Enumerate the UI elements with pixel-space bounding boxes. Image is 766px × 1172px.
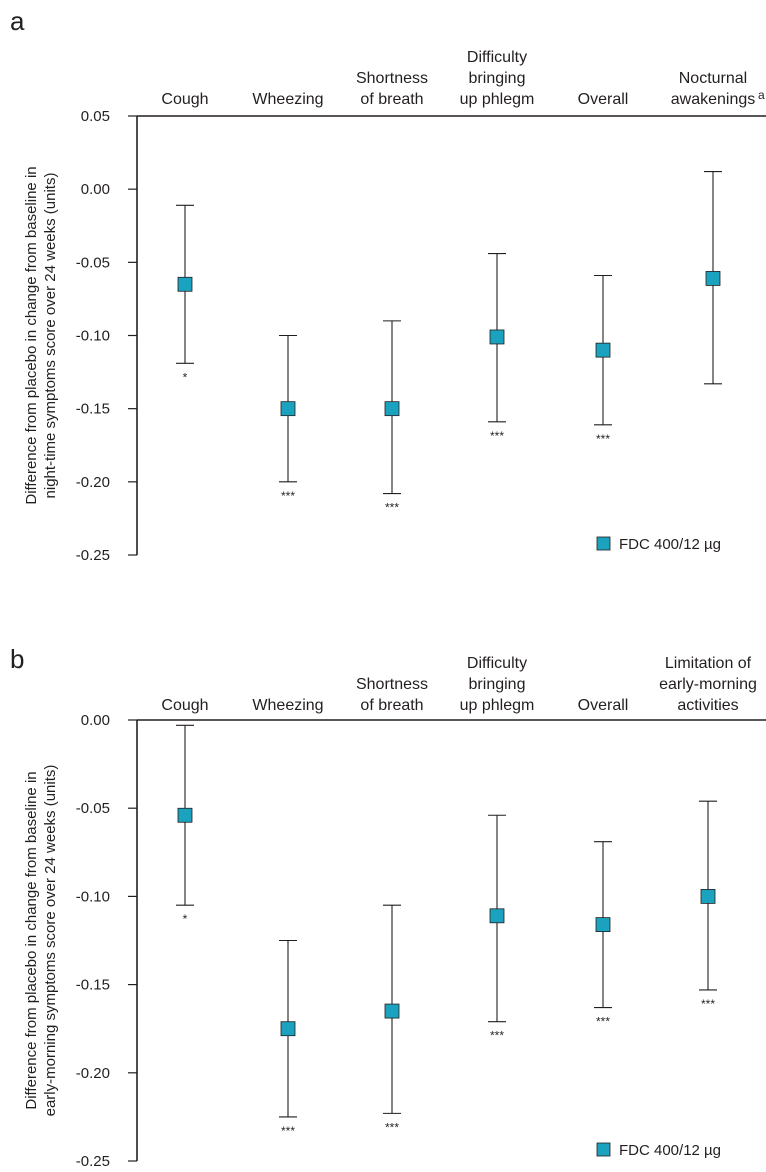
data-point <box>177 807 193 823</box>
legend-label: FDC 400/12 µg <box>619 536 721 553</box>
y-axis-label-line: Difference from placebo in change from b… <box>23 166 40 504</box>
data-point <box>705 271 721 286</box>
y-tick-label: -0.05 <box>76 254 110 271</box>
chart-panel-a: a 0.05 0.00 -0.05 -0.10 -0.15 -0.20 -0.25 Differ… <box>10 6 766 564</box>
y-tick-label: -0.25 <box>76 547 110 564</box>
y-tick-label: -0.10 <box>76 328 110 345</box>
y-axis-label-line: early-morning symptoms score over 24 wee… <box>42 765 59 1117</box>
significance-marker: *** <box>385 1120 399 1134</box>
significance-marker: *** <box>490 429 504 443</box>
y-axis-label: Difference from placebo in change from b… <box>23 765 59 1117</box>
legend-label: FDC 400/12 µg <box>619 1142 721 1159</box>
y-axis-label: Difference from placebo in change from b… <box>23 166 59 504</box>
category-label: awakenings <box>671 91 756 108</box>
significance-marker: *** <box>596 1015 610 1029</box>
data-point <box>384 401 400 417</box>
y-tick-label: -0.05 <box>76 800 110 817</box>
significance-marker: *** <box>490 1029 504 1043</box>
y-tick-label: -0.20 <box>76 1065 110 1082</box>
data-point <box>489 329 505 345</box>
significance-marker: *** <box>596 432 610 446</box>
chart-panel-b: b 0.00 -0.05 -0.10 -0.15 -0.20 -0.25 Difference… <box>10 644 766 1170</box>
category-label: Limitation of <box>665 655 752 672</box>
y-tick-label: 0.00 <box>81 181 110 198</box>
data-point <box>700 889 716 904</box>
significance-marker: * <box>183 912 188 926</box>
y-tick-label: -0.10 <box>76 888 110 905</box>
legend-marker <box>596 536 611 551</box>
data-point <box>595 342 611 358</box>
category-label: activities <box>677 697 738 714</box>
category-label: Cough <box>161 697 208 714</box>
category-label: Overall <box>578 697 629 714</box>
category-label: of breath <box>360 91 423 108</box>
y-axis-label-line: night-time symptoms score over 24 weeks … <box>42 173 59 499</box>
significance-marker: *** <box>281 1124 295 1138</box>
y-tick-label: -0.25 <box>76 1153 110 1170</box>
significance-marker: * <box>183 370 188 384</box>
category-label: Wheezing <box>252 91 323 108</box>
category-label: bringing <box>469 70 526 87</box>
y-tick-label: -0.15 <box>76 401 110 418</box>
category-label: Overall <box>578 91 629 108</box>
data-point <box>489 908 505 924</box>
legend-marker <box>596 1142 611 1157</box>
category-label: up phlegm <box>460 697 535 714</box>
category-label: bringing <box>469 676 526 693</box>
data-point <box>177 276 193 292</box>
category-label: early-morning <box>659 676 757 693</box>
significance-marker: *** <box>281 489 295 503</box>
category-label: Wheezing <box>252 697 323 714</box>
y-tick-label: 0.00 <box>81 712 110 729</box>
category-label: up phlegm <box>460 91 535 108</box>
category-label: of breath <box>360 697 423 714</box>
category-superscript: a <box>758 88 765 102</box>
data-point <box>384 1003 400 1019</box>
category-label: Difficulty <box>467 655 527 672</box>
panel-label: a <box>10 6 25 36</box>
category-label: Shortness <box>356 676 428 693</box>
significance-marker: *** <box>385 501 399 515</box>
category-label: Difficulty <box>467 49 527 66</box>
category-label: Cough <box>161 91 208 108</box>
y-axis-label-line: Difference from placebo in change from b… <box>23 771 40 1109</box>
data-point <box>595 917 611 933</box>
category-label: Nocturnal <box>679 70 747 87</box>
data-point <box>280 401 296 417</box>
y-tick-label: -0.20 <box>76 474 110 491</box>
y-tick-label: 0.05 <box>81 108 110 125</box>
category-label: Shortness <box>356 70 428 87</box>
panel-label: b <box>10 644 24 674</box>
significance-marker: *** <box>701 997 715 1011</box>
data-point <box>280 1021 296 1037</box>
y-tick-label: -0.15 <box>76 977 110 994</box>
